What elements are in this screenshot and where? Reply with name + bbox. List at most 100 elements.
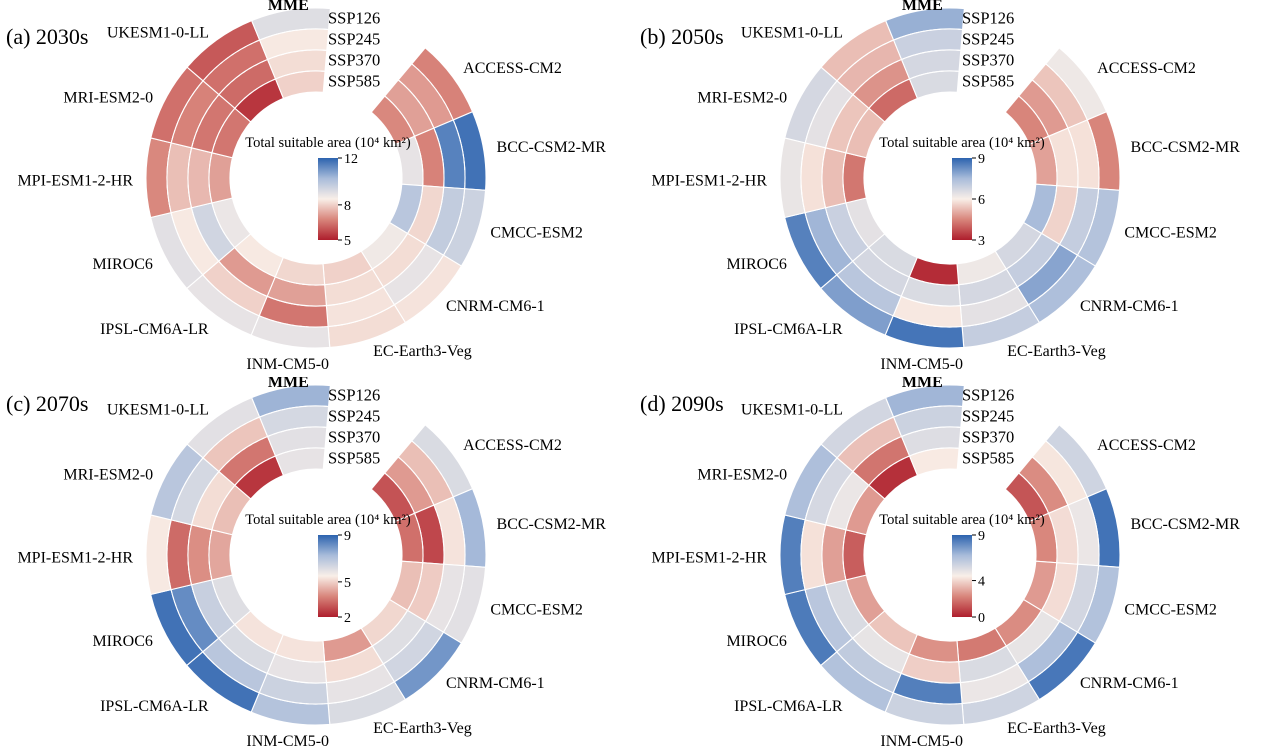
ring-label-SSP245: SSP245: [962, 407, 1014, 426]
panel-b-title: (b) 2050s: [640, 24, 724, 49]
label-ACCESS-CM2: ACCESS-CM2: [1097, 437, 1196, 454]
colorbar-title: Total suitable area (10⁴ km²): [245, 135, 411, 151]
segment-MME-SSP585: [274, 447, 326, 477]
label-CNRM-CM6-1: CNRM-CM6-1: [1080, 298, 1179, 315]
label-MIROC6: MIROC6: [92, 633, 152, 650]
label-IPSL-CM6A-LR: IPSL-CM6A-LR: [100, 698, 209, 715]
ring-separator: [208, 447, 424, 663]
panel-d: (d) 2090s ACCESS-CM2 BCC-CSM2-MR CMCC-ESM2…: [634, 377, 1268, 753]
label-INM-CM5-0: INM-CM5-0: [880, 356, 963, 373]
label-BCC-CSM2-MR: BCC-CSM2-MR: [497, 516, 607, 533]
ring-label-SSP126: SSP126: [328, 386, 380, 405]
label-BCC-CSM2-MR: BCC-CSM2-MR: [1131, 516, 1241, 533]
colorbar-tick-label-5: 5: [344, 576, 351, 591]
label-EC-Earth3-Veg: EC-Earth3-Veg: [1007, 720, 1106, 737]
segment-MPI-ESM1-2-HR-SSP585: [208, 152, 234, 204]
label-CMCC-ESM2: CMCC-ESM2: [1124, 225, 1216, 242]
label-UKESM1-0-LL: UKESM1-0-LL: [741, 402, 843, 419]
label-MME: MME: [268, 377, 309, 391]
colorbar: [952, 535, 972, 617]
segment-MPI-ESM1-2-HR-SSP585: [208, 529, 234, 581]
label-CMCC-ESM2: CMCC-ESM2: [490, 602, 582, 619]
segment-MPI-ESM1-2-HR-SSP585: [842, 529, 868, 581]
ring-label-SSP245: SSP245: [328, 30, 380, 49]
ring-separator: [187, 49, 445, 307]
ring-label-SSP585: SSP585: [328, 449, 380, 468]
label-MRI-ESM2-0: MRI-ESM2-0: [63, 466, 153, 483]
label-IPSL-CM6A-LR: IPSL-CM6A-LR: [734, 698, 843, 715]
colorbar-tick-label-2: 2: [344, 611, 351, 626]
label-MIROC6: MIROC6: [726, 256, 786, 273]
label-UKESM1-0-LL: UKESM1-0-LL: [741, 25, 843, 42]
colorbar-title: Total suitable area (10⁴ km²): [245, 512, 411, 528]
panel-a: (a) 2030s ACCESS-CM2 BCC-CSM2-MR CMCC-ESM2…: [0, 0, 634, 376]
colorbar-title: Total suitable area (10⁴ km²): [879, 512, 1045, 528]
colorbar-tick-label-0: 0: [978, 611, 985, 626]
colorbar-tick-label-9: 9: [978, 152, 985, 167]
label-ACCESS-CM2: ACCESS-CM2: [463, 60, 562, 77]
donut-chart-d: ACCESS-CM2 BCC-CSM2-MR CMCC-ESM2 CNRM-CM6-1…: [651, 377, 1241, 750]
colorbar-tick-label-4: 4: [978, 575, 985, 590]
label-ACCESS-CM2: ACCESS-CM2: [1097, 60, 1196, 77]
label-CNRM-CM6-1: CNRM-CM6-1: [446, 675, 545, 692]
label-INM-CM5-0: INM-CM5-0: [880, 733, 963, 750]
colorbar-tick-label-6: 6: [978, 193, 985, 208]
label-MPI-ESM1-2-HR: MPI-ESM1-2-HR: [17, 550, 133, 567]
ring-separator: [800, 28, 1100, 328]
label-CMCC-ESM2: CMCC-ESM2: [490, 225, 582, 242]
panel-c: (c) 2070s ACCESS-CM2 BCC-CSM2-MR CMCC-ESM2…: [0, 377, 634, 753]
label-EC-Earth3-Veg: EC-Earth3-Veg: [373, 343, 472, 360]
ring-separator: [821, 49, 1079, 307]
label-UKESM1-0-LL: UKESM1-0-LL: [107, 25, 209, 42]
ring-label-SSP126: SSP126: [962, 9, 1014, 28]
ring-label-SSP370: SSP370: [962, 51, 1014, 70]
segment-MME-SSP585: [274, 70, 326, 100]
panel-d-title: (d) 2090s: [640, 391, 724, 416]
colorbar-tick-label-9: 9: [344, 529, 351, 544]
panel-b: (b) 2050s ACCESS-CM2 BCC-CSM2-MR CMCC-ESM2…: [634, 0, 1268, 376]
donut-chart-b: ACCESS-CM2 BCC-CSM2-MR CMCC-ESM2 CNRM-CM6-1…: [651, 0, 1241, 373]
segment-MME-SSP585: [908, 447, 960, 477]
colorbar: [952, 158, 972, 240]
label-MPI-ESM1-2-HR: MPI-ESM1-2-HR: [651, 550, 767, 567]
label-CMCC-ESM2: CMCC-ESM2: [1124, 602, 1216, 619]
donut-chart-c: ACCESS-CM2 BCC-CSM2-MR CMCC-ESM2 CNRM-CM6-1…: [17, 377, 607, 750]
label-MIROC6: MIROC6: [92, 256, 152, 273]
ring-label-SSP585: SSP585: [962, 449, 1014, 468]
ring-label-SSP585: SSP585: [962, 72, 1014, 91]
label-EC-Earth3-Veg: EC-Earth3-Veg: [373, 720, 472, 737]
colorbar-title: Total suitable area (10⁴ km²): [879, 135, 1045, 151]
label-MPI-ESM1-2-HR: MPI-ESM1-2-HR: [17, 173, 133, 190]
label-BCC-CSM2-MR: BCC-CSM2-MR: [1131, 139, 1241, 156]
ring-separator: [166, 405, 466, 705]
segment-MME-SSP585: [908, 70, 960, 100]
ring-label-SSP126: SSP126: [328, 9, 380, 28]
ring-label-SSP370: SSP370: [328, 51, 380, 70]
panel-c-title: (c) 2070s: [6, 391, 89, 416]
ring-label-SSP585: SSP585: [328, 72, 380, 91]
ring-separator: [821, 426, 1079, 684]
colorbar-tick-label-8: 8: [344, 199, 351, 214]
label-INM-CM5-0: INM-CM5-0: [246, 733, 329, 750]
ring-label-SSP126: SSP126: [962, 386, 1014, 405]
ring-label-SSP370: SSP370: [962, 428, 1014, 447]
ring-separator: [166, 28, 466, 328]
label-CNRM-CM6-1: CNRM-CM6-1: [1080, 675, 1179, 692]
label-IPSL-CM6A-LR: IPSL-CM6A-LR: [100, 321, 209, 338]
label-MME: MME: [268, 0, 309, 14]
label-CNRM-CM6-1: CNRM-CM6-1: [446, 298, 545, 315]
colorbar-tick-label-12: 12: [344, 152, 358, 167]
ring-label-SSP245: SSP245: [962, 30, 1014, 49]
label-INM-CM5-0: INM-CM5-0: [246, 356, 329, 373]
ring-separator: [800, 405, 1100, 705]
ring-separator: [842, 447, 1058, 663]
colorbar-tick-label-9: 9: [978, 529, 985, 544]
label-MIROC6: MIROC6: [726, 633, 786, 650]
ring-label-SSP370: SSP370: [328, 428, 380, 447]
ring-label-SSP245: SSP245: [328, 407, 380, 426]
label-BCC-CSM2-MR: BCC-CSM2-MR: [497, 139, 607, 156]
ring-separator: [208, 70, 424, 286]
colorbar: [318, 158, 338, 240]
label-MRI-ESM2-0: MRI-ESM2-0: [697, 466, 787, 483]
donut-chart-a: ACCESS-CM2 BCC-CSM2-MR CMCC-ESM2 CNRM-CM6-1…: [17, 0, 607, 373]
